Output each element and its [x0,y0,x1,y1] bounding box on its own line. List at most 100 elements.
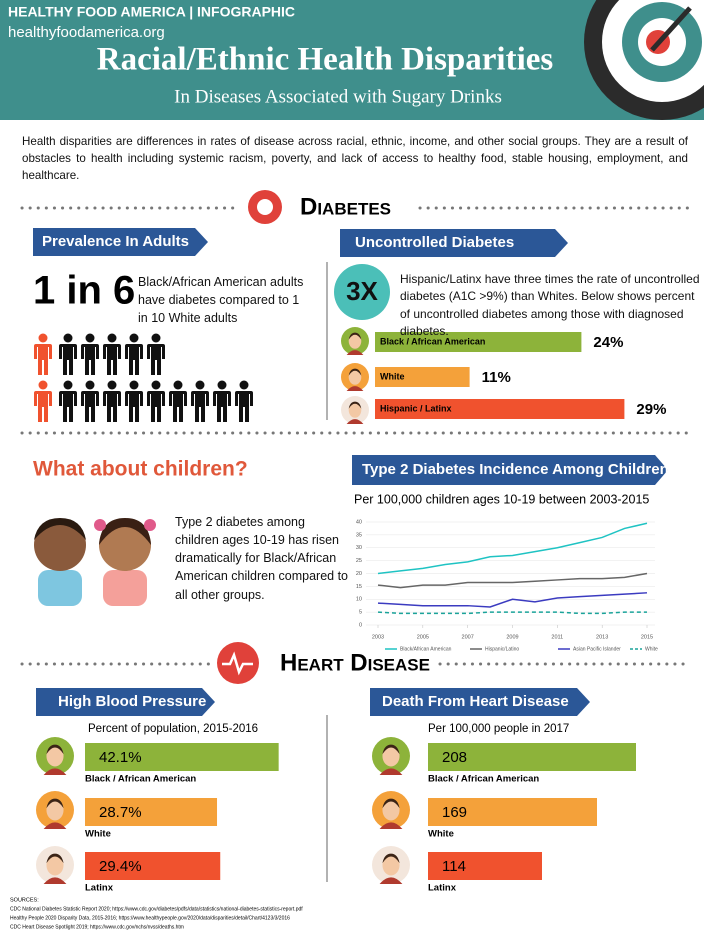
category-label: White [428,829,454,840]
chart-subtitle: Per 100,000 children ages 10-19 between … [354,492,649,506]
bar [375,399,625,419]
bar [375,367,470,387]
avatars [36,791,74,829]
y-tick-label: 40 [356,519,362,525]
value-label: 28.7% [99,804,142,821]
url: healthyfoodamerica.org [8,24,165,41]
children-text: Type 2 diabetes among children ages 10-1… [175,515,348,602]
x-tick-label: 2009 [506,634,518,640]
section-heading: What about children? [33,458,248,481]
brand: HEALTHY FOOD AMERICA | INFOGRAPHIC [8,4,295,20]
avatars [372,737,410,775]
subtitle: In Diseases Associated with Sugary Drink… [174,86,502,107]
avatars [341,327,369,355]
y-tick-label: 20 [356,571,362,577]
y-tick-label: 15 [356,584,362,590]
category-label: Black / African American [380,336,485,346]
bar [428,743,636,771]
category-label: Latinx [85,883,114,894]
y-tick-label: 0 [359,622,362,628]
intro: Health disparities are differences in ra… [22,135,688,182]
avatars [341,363,369,391]
series-line [377,522,648,575]
bar [85,798,218,826]
x-tick-label: 2007 [462,634,474,640]
category-label: White [380,371,405,381]
title: Racial/Ethnic Health Disparities [97,42,554,78]
x-tick-label: 2005 [417,634,429,640]
y-tick-label: 25 [356,558,362,564]
banner-text: Prevalence In Adults [42,233,189,250]
logo-target [584,0,704,120]
legend-label: Asian Pacific Islander [573,646,621,652]
people-row [34,333,165,375]
bar [85,852,221,880]
value-label: 24% [593,334,623,351]
source: CDC Heart Disease Spotlight 2019; https:… [10,924,184,930]
value-label: 29% [636,401,666,418]
banner [33,228,208,256]
x-tick-label: 2011 [551,634,563,640]
people-row [34,380,253,422]
bar [428,798,597,826]
big-stat: 1 in 6 [33,269,135,313]
x-tick-label: 2003 [372,634,384,640]
diabetes-icon [257,199,273,215]
stat-text: Hispanic/Latinx have three times the rat… [400,272,700,339]
avatars [372,791,410,829]
child-illustration [34,518,156,606]
bar [375,332,582,352]
category-label: Black / African American [85,774,196,785]
banner [352,455,668,485]
banner [370,688,590,716]
sources-heading: SOURCES: [10,897,39,903]
banner-text: High Blood Pressure [58,693,206,710]
source: CDC National Diabetes Statistic Report 2… [10,906,303,912]
avatars [36,737,74,775]
avatars [36,846,74,884]
heart-icon [222,651,253,676]
stat-circle [334,264,390,320]
legend-label: Hispanic/Latino [485,646,519,652]
y-tick-label: 30 [356,545,362,551]
source: Healthy People 2020 Disparity Data, 2015… [10,915,290,921]
category-label: White [85,829,111,840]
y-tick-label: 35 [356,532,362,538]
banner-text: Type 2 Diabetes Incidence Among Children [362,461,669,478]
value-label: 114 [442,858,466,875]
banner [340,229,568,257]
x-tick-label: 2015 [641,634,653,640]
avatars [372,846,410,884]
value-label: 208 [442,749,467,766]
avatars [341,396,369,424]
y-tick-label: 5 [359,610,362,616]
x-tick-label: 2013 [596,634,608,640]
series-line [377,611,647,615]
banner [36,688,215,716]
bar [428,852,542,880]
bar [85,743,279,771]
value-label: 42.1% [99,749,142,766]
legend-label: White [645,646,658,652]
category-label: Hispanic / Latinx [380,403,452,413]
value-label: 169 [442,804,467,821]
section-heading: Heart Disease [280,649,430,676]
value-label: 29.4% [99,858,142,875]
chart-subtitle: Per 100,000 people in 2017 [428,723,569,735]
banner-text: Death From Heart Disease [382,693,569,710]
banner-text: Uncontrolled Diabetes [355,234,514,251]
series-line [377,572,648,589]
stat-text: Black/African American adults have diabe… [138,275,304,326]
category-label: Latinx [428,883,457,894]
value-label: 11% [482,369,511,386]
y-tick-label: 10 [356,597,362,603]
category-label: Black / African American [428,774,539,785]
section-heading: Diabetes [300,193,391,220]
heart-icon [217,642,259,684]
legend-label: Black/African American [400,646,452,652]
chart-subtitle: Percent of population, 2015-2016 [88,723,258,735]
big-stat: 3X [346,276,378,306]
series-line [377,592,648,608]
